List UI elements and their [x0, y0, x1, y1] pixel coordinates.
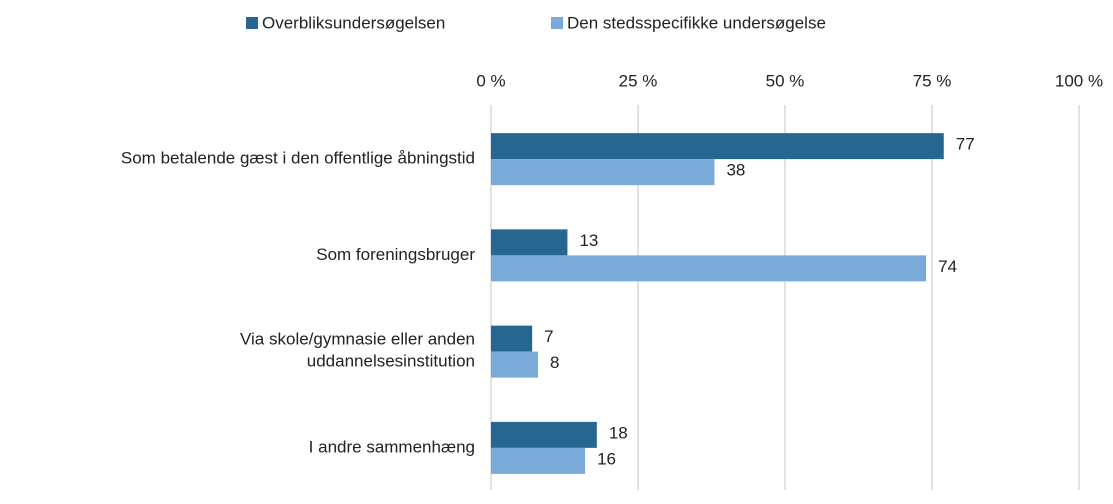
- bar: [491, 159, 715, 186]
- bar: [491, 351, 539, 378]
- data-label: 7: [544, 327, 553, 346]
- category-label: Via skole/gymnasie eller anden uddannelse…: [240, 330, 475, 371]
- data-label: 77: [956, 135, 975, 154]
- category-label: Som foreningsbruger: [316, 245, 475, 264]
- bar: [491, 447, 586, 474]
- x-tick-label: 75 %: [913, 71, 952, 90]
- bar: [491, 229, 568, 256]
- data-label: 38: [726, 161, 745, 180]
- legend-label: Den stedsspecifikke undersøgelse: [567, 13, 826, 32]
- category-label: I andre sammenhæng: [309, 437, 475, 456]
- x-tick-label: 25 %: [619, 71, 658, 90]
- data-label: 13: [579, 231, 598, 250]
- data-label: 18: [609, 423, 628, 442]
- category-label: Som betalende gæst i den offentlige åbni…: [121, 149, 475, 168]
- bar: [491, 133, 944, 160]
- bar: [491, 255, 927, 282]
- x-tick-label: 0 %: [476, 71, 505, 90]
- data-label: 8: [550, 353, 559, 372]
- legend-swatch: [551, 17, 563, 29]
- bar: [491, 421, 597, 448]
- bar: [491, 325, 533, 352]
- x-tick-label: 100 %: [1055, 71, 1103, 90]
- x-tick-label: 50 %: [766, 71, 805, 90]
- data-label: 16: [597, 449, 616, 468]
- data-label: 74: [938, 257, 957, 276]
- legend-label: Overbliksundersøgelsen: [262, 13, 445, 32]
- legend-swatch: [246, 17, 258, 29]
